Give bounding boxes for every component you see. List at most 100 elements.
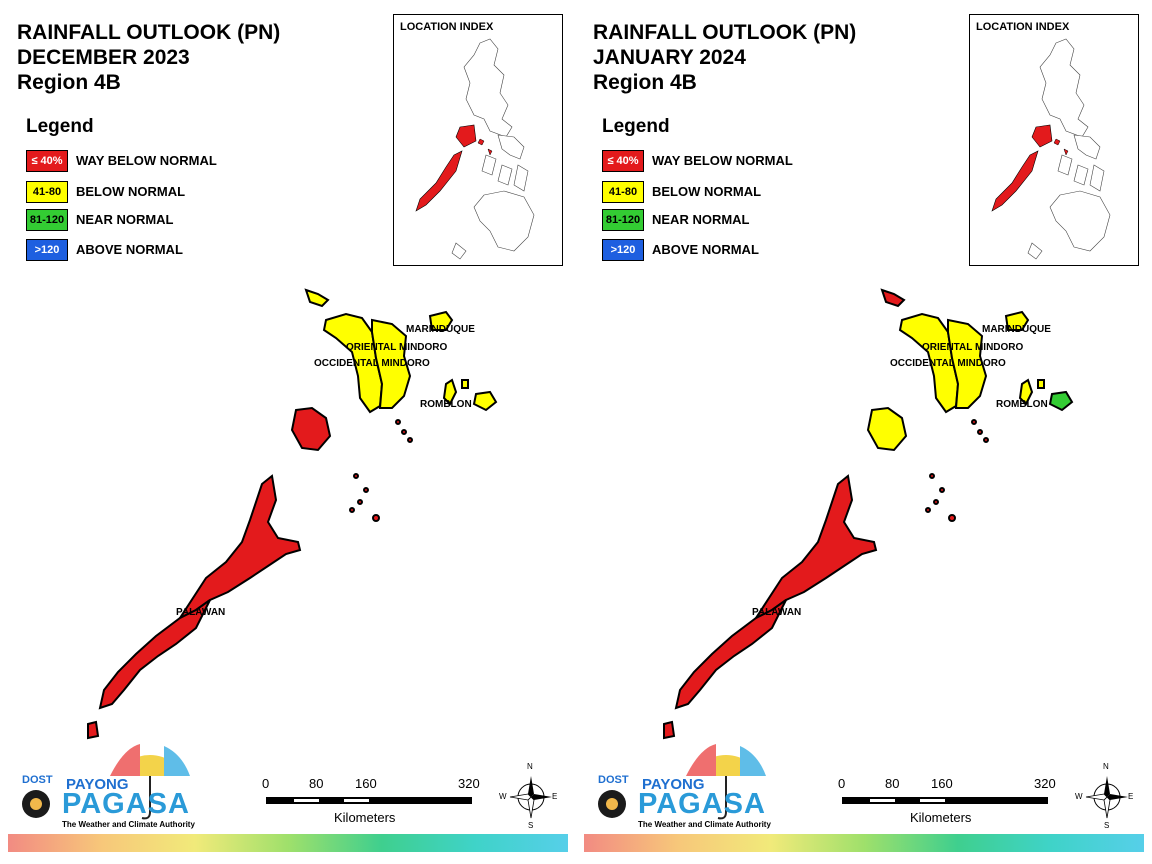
scale-tick-160: 160 bbox=[931, 776, 953, 791]
label-palawan: PALAWAN bbox=[752, 607, 801, 618]
label-romblon: ROMBLON bbox=[996, 399, 1048, 410]
romblon-province bbox=[472, 390, 498, 412]
philippines-outline-map bbox=[415, 38, 535, 260]
label-oriental-mindoro: ORIENTAL MINDORO bbox=[346, 342, 448, 353]
compass-n: N bbox=[1103, 762, 1109, 771]
scale-bar: 0 80 160 320 Kilometers bbox=[262, 776, 492, 826]
legend-label: BELOW NORMAL bbox=[652, 184, 762, 199]
compass-s: S bbox=[1104, 821, 1110, 830]
romblon-island bbox=[442, 378, 458, 406]
calamian-islands bbox=[866, 406, 908, 452]
title-line-3: Region 4B bbox=[593, 71, 697, 94]
philippines-outline-map bbox=[991, 38, 1111, 260]
marinduque-province bbox=[1004, 310, 1030, 331]
pagasa-logo: DOST PAYONG PAGASA The Weather and Clima… bbox=[14, 742, 204, 832]
compass-rose-icon bbox=[509, 776, 552, 819]
romblon-island bbox=[461, 379, 469, 389]
logo-tagline: The Weather and Climate Authority bbox=[638, 820, 771, 829]
scale-units: Kilometers bbox=[910, 810, 972, 825]
balabac-island bbox=[663, 720, 676, 740]
palawan-province bbox=[177, 474, 302, 621]
north-arrow: N S E W bbox=[1075, 762, 1138, 830]
scale-tick-0: 0 bbox=[838, 776, 846, 791]
romblon-island bbox=[1018, 378, 1034, 406]
marinduque-province bbox=[428, 310, 454, 331]
legend-swatch: 41-80 bbox=[602, 181, 644, 203]
scale-bar-graphic bbox=[266, 797, 472, 804]
legend-swatch: 41-80 bbox=[26, 181, 68, 203]
legend-label: WAY BELOW NORMAL bbox=[652, 153, 793, 168]
title-line-2: DECEMBER 2023 bbox=[17, 46, 190, 69]
scale-tick-80: 80 bbox=[885, 776, 900, 791]
compass-w: W bbox=[1075, 792, 1083, 801]
logo-pagasa: PAGASA bbox=[638, 788, 766, 820]
legend-label: ABOVE NORMAL bbox=[76, 242, 183, 257]
location-index-inset: LOCATION INDEX bbox=[969, 14, 1139, 266]
location-index-inset: LOCATION INDEX bbox=[393, 14, 563, 266]
color-gradient-footer bbox=[8, 834, 568, 852]
legend-swatch: >120 bbox=[26, 239, 68, 261]
inset-palawan bbox=[415, 150, 463, 212]
compass-w: W bbox=[499, 792, 507, 801]
title-line-1: RAINFALL OUTLOOK (PN) bbox=[593, 21, 857, 44]
legend-title: Legend bbox=[602, 116, 670, 137]
compass-n: N bbox=[527, 762, 533, 771]
umbrella-icon bbox=[22, 744, 190, 820]
legend-label: ABOVE NORMAL bbox=[652, 242, 759, 257]
cuyo-islands bbox=[925, 419, 989, 522]
occidental-mindoro-province bbox=[898, 312, 960, 414]
occidental-mindoro-province bbox=[322, 312, 384, 414]
compass-e: E bbox=[1128, 792, 1134, 801]
inset-mindoro bbox=[1031, 124, 1053, 148]
logo-dost: DOST bbox=[598, 774, 629, 786]
cuyo-islands bbox=[349, 419, 413, 522]
compass-s: S bbox=[528, 821, 534, 830]
palawan-south bbox=[98, 599, 211, 710]
logo-tagline: The Weather and Climate Authority bbox=[62, 820, 195, 829]
region-4b-map: MARINDUQUE ORIENTAL MINDORO OCCIDENTAL M… bbox=[87, 288, 498, 740]
scale-units: Kilometers bbox=[334, 810, 396, 825]
compass-e: E bbox=[552, 792, 558, 801]
legend-swatch: >120 bbox=[602, 239, 644, 261]
outlook-panel-december: RAINFALL OUTLOOK (PN) DECEMBER 2023 Regi… bbox=[8, 14, 568, 852]
label-marinduque: MARINDUQUE bbox=[982, 324, 1051, 335]
legend-swatch: 81-120 bbox=[602, 209, 644, 231]
label-marinduque: MARINDUQUE bbox=[406, 324, 475, 335]
legend-label: NEAR NORMAL bbox=[652, 212, 750, 227]
logo-pagasa: PAGASA bbox=[62, 788, 190, 820]
color-gradient-footer bbox=[584, 834, 1144, 852]
balabac-island bbox=[87, 720, 100, 740]
inset-palawan bbox=[991, 150, 1039, 212]
label-occidental-mindoro: OCCIDENTAL MINDORO bbox=[314, 358, 430, 369]
legend-label: BELOW NORMAL bbox=[76, 184, 186, 199]
label-oriental-mindoro: ORIENTAL MINDORO bbox=[922, 342, 1024, 353]
logo-payong: PAYONG bbox=[66, 776, 129, 793]
panel-title: RAINFALL OUTLOOK (PN) DECEMBER 2023 Regi… bbox=[17, 20, 280, 95]
romblon-island bbox=[1037, 379, 1045, 389]
oriental-mindoro-province bbox=[371, 318, 412, 409]
romblon-province bbox=[1048, 390, 1074, 412]
lubang-island bbox=[880, 288, 906, 308]
title-line-1: RAINFALL OUTLOOK (PN) bbox=[17, 21, 281, 44]
legend-swatch: ≤ 40% bbox=[602, 150, 644, 172]
legend-title: Legend bbox=[26, 116, 94, 137]
scale-tick-0: 0 bbox=[262, 776, 270, 791]
legend-label: WAY BELOW NORMAL bbox=[76, 153, 217, 168]
title-line-2: JANUARY 2024 bbox=[593, 46, 746, 69]
scale-tick-320: 320 bbox=[458, 776, 480, 791]
umbrella-icon bbox=[598, 744, 766, 820]
legend-swatch: ≤ 40% bbox=[26, 150, 68, 172]
logo-payong: PAYONG bbox=[642, 776, 705, 793]
title-line-3: Region 4B bbox=[17, 71, 121, 94]
logo-dost: DOST bbox=[22, 774, 53, 786]
scale-tick-80: 80 bbox=[309, 776, 324, 791]
inset-label: LOCATION INDEX bbox=[400, 21, 494, 33]
scale-tick-160: 160 bbox=[355, 776, 377, 791]
panel-title: RAINFALL OUTLOOK (PN) JANUARY 2024 Regio… bbox=[593, 20, 856, 95]
calamian-islands bbox=[290, 406, 332, 452]
legend-label: NEAR NORMAL bbox=[76, 212, 174, 227]
palawan-south bbox=[674, 599, 787, 710]
pagasa-logo: DOST PAYONG PAGASA The Weather and Clima… bbox=[590, 742, 780, 832]
outlook-panel-january: RAINFALL OUTLOOK (PN) JANUARY 2024 Regio… bbox=[576, 0, 1152, 864]
compass-rose-icon bbox=[1085, 776, 1128, 819]
